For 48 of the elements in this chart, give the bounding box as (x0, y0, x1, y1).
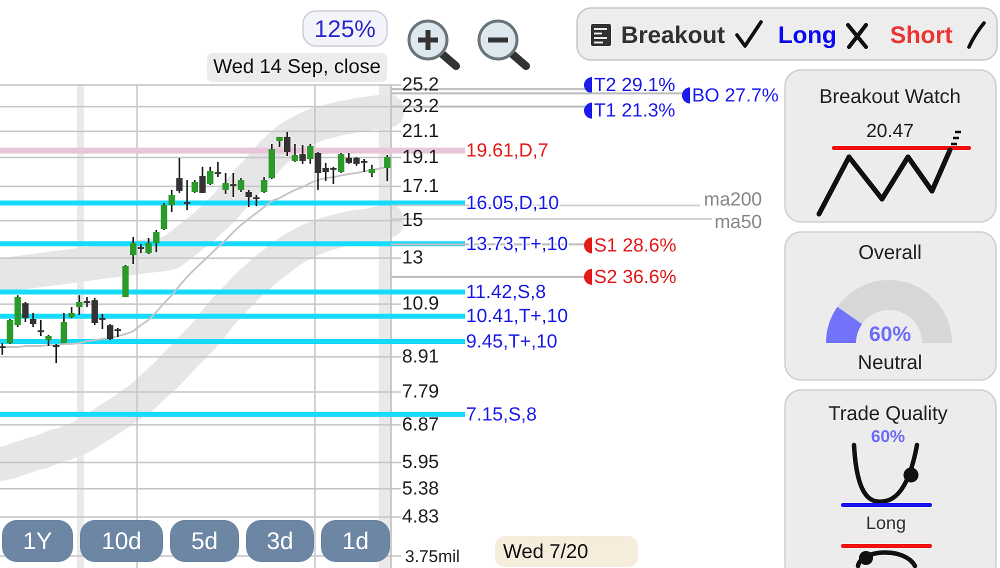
text: 10d (101, 528, 142, 554)
text: Wed 14 Sep, close (213, 56, 381, 78)
ref-line-label: T1 21.3% (594, 100, 676, 122)
y-tick-label: 5.95 (402, 452, 439, 473)
ref-line-label: 13.73,T+,10 (466, 233, 568, 254)
ref-line-label: 19.61,D,7 (466, 140, 548, 162)
text: 20.47 (866, 120, 914, 142)
y-tick-label: 13 (402, 248, 424, 269)
ref-line-label: 11.42,S,8 (466, 281, 546, 302)
text: 1Y (22, 528, 52, 554)
y-tick-label: 25.2 (402, 74, 439, 96)
y-tick-label: 19.1 (402, 146, 439, 168)
text: Long (778, 22, 837, 48)
text: Trade Quality (828, 403, 948, 425)
ref-line-label: 10.41,T+,10 (466, 306, 568, 327)
ref-line-label: 9.45,T+,10 (466, 330, 558, 352)
text: Long (866, 513, 906, 533)
text: 5d (191, 528, 218, 554)
y-tick-label: 4.83 (402, 506, 439, 528)
y-tick-label: 15 (402, 210, 424, 232)
text: Breakout Watch (819, 86, 961, 108)
y-tick-label: 8.91 (402, 346, 439, 368)
ref-line-label: BO 27.7% (692, 84, 779, 106)
ref-line-label: 7.15,S,8 (466, 404, 537, 425)
text: 1d (342, 528, 369, 554)
ref-line-label: 16.05,D,10 (466, 192, 559, 214)
ref-line-label: T2 29.1% (594, 74, 676, 96)
text: 125% (314, 16, 376, 42)
y-tick-label: 23.2 (402, 96, 439, 118)
ref-line-label: ma200 (704, 188, 762, 210)
y-tick-label: 5.38 (402, 478, 439, 500)
ref-line-label: S1 28.6% (594, 234, 676, 256)
text: Short (890, 22, 953, 48)
y-tick-label: 6.87 (402, 414, 439, 436)
text: Neutral (858, 352, 922, 374)
ref-line-label: S2 36.6% (594, 266, 676, 288)
text: 3d (266, 528, 294, 554)
y-tick-label: 10.9 (402, 294, 439, 315)
ref-line-label: ma50 (714, 211, 762, 232)
y-tick-label: 21.1 (402, 120, 439, 142)
text: Overall (858, 242, 922, 264)
y-tick-label: 17.1 (402, 176, 439, 197)
text: Wed 7/20 (503, 541, 588, 563)
text: Breakout (621, 22, 726, 48)
text: 60% (868, 322, 912, 346)
text: 3.75mil (405, 546, 460, 566)
text: 60% (870, 426, 906, 446)
y-tick-label: 7.79 (402, 382, 439, 403)
